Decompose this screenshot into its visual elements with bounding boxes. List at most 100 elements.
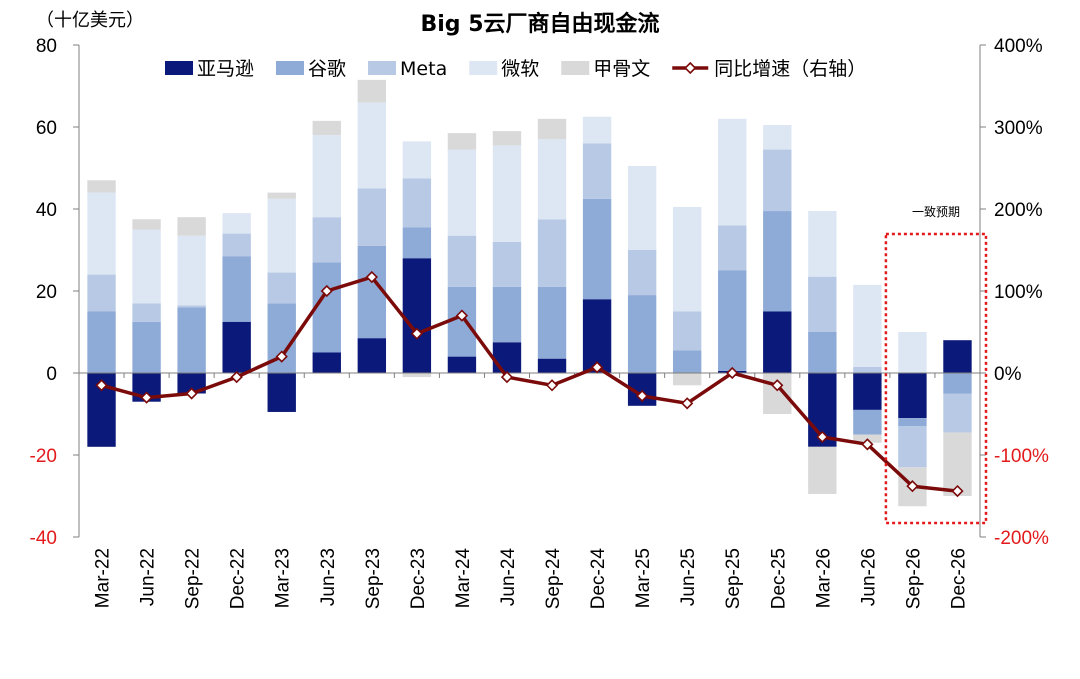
x-axis-category-label: Dec-26 xyxy=(948,548,969,609)
bar-segment-s2-Mar-25 xyxy=(627,250,657,296)
bar-segment-s4-Sep-24 xyxy=(537,118,567,140)
x-axis-category-label: Sep-26 xyxy=(903,548,924,609)
bar-segment-s3-Jun-24 xyxy=(492,145,522,242)
legend-label: 甲骨文 xyxy=(593,58,650,80)
bar-segment-s0-Sep-23 xyxy=(357,338,387,373)
left-axis-tick-label: 0 xyxy=(46,364,57,385)
legend-swatch-s4 xyxy=(561,61,590,75)
bar-segment-s1-Jun-22 xyxy=(132,321,161,373)
yoy-growth-marker xyxy=(816,430,829,444)
bar-segment-s1-Dec-23 xyxy=(402,227,432,259)
yoy-growth-marker xyxy=(861,438,874,451)
legend-label: 同比增速（右轴） xyxy=(714,58,866,80)
yoy-growth-marker xyxy=(906,480,919,493)
x-axis-category-label: Sep-22 xyxy=(183,548,204,609)
bar-segment-s3-Jun-26 xyxy=(853,284,882,367)
bar-segment-s2-Dec-26 xyxy=(943,393,972,433)
bar-segment-s1-Jun-24 xyxy=(492,286,522,343)
legend-line-marker xyxy=(684,61,697,75)
left-axis-tick-label: -20 xyxy=(30,446,57,467)
bar-segment-s3-Mar-23 xyxy=(267,198,296,273)
bar-segment-s2-Jun-25 xyxy=(672,311,702,351)
bar-segment-s0-Dec-22 xyxy=(222,321,251,373)
yoy-growth-marker xyxy=(230,370,243,384)
right-axis-tick-label: -200% xyxy=(994,528,1049,549)
bar-segment-s3-Sep-22 xyxy=(177,235,206,306)
x-axis-category-label: Jun-22 xyxy=(138,548,159,606)
bar-segment-s4-Mar-23 xyxy=(267,192,296,199)
bar-segment-s3-Dec-25 xyxy=(763,124,792,150)
right-axis-tick-label: -100% xyxy=(994,446,1049,467)
bar-segment-s0-Jun-24 xyxy=(492,342,522,373)
bar-segment-s0-Sep-22 xyxy=(177,373,206,394)
bar-segment-s2-Mar-22 xyxy=(87,274,116,312)
bar-segment-s0-Sep-24 xyxy=(537,358,567,373)
legend-swatch-s2 xyxy=(368,61,397,75)
bar-segment-s1-Sep-22 xyxy=(177,307,206,373)
bar-segment-s1-Mar-22 xyxy=(87,311,116,373)
bar-segment-s0-Sep-26 xyxy=(898,373,927,419)
left-axis-tick-label: -40 xyxy=(30,528,57,549)
x-axis-category-label: Dec-22 xyxy=(228,548,249,609)
bar-segment-s2-Jun-24 xyxy=(492,241,522,287)
bar-segment-s3-Mar-24 xyxy=(447,149,477,236)
yoy-growth-marker xyxy=(590,361,604,374)
yoy-growth-marker xyxy=(185,387,198,400)
bar-segment-s4-Jun-23 xyxy=(312,120,341,136)
bar-segment-s0-Mar-23 xyxy=(267,373,296,412)
bar-segment-s3-Sep-24 xyxy=(537,139,567,220)
x-axis-category-label: Dec-23 xyxy=(408,548,429,609)
bar-segment-s4-Mar-24 xyxy=(447,133,477,150)
bar-segment-s1-Sep-25 xyxy=(718,270,747,371)
x-axis-category-label: Sep-23 xyxy=(363,548,384,609)
left-axis-tick-label: 40 xyxy=(36,200,57,221)
x-axis-category-label: Dec-25 xyxy=(768,548,789,609)
bar-segment-s4-Mar-22 xyxy=(87,180,116,193)
bar-segment-s4-Jun-22 xyxy=(132,219,161,230)
bar-segment-s3-Mar-22 xyxy=(87,192,116,275)
bar-segment-s3-Jun-23 xyxy=(312,135,341,218)
yoy-growth-marker xyxy=(500,370,514,384)
bar-segment-s2-Sep-25 xyxy=(718,225,747,271)
bar-segment-s1-Mar-25 xyxy=(627,295,657,373)
right-axis-tick-label: 200% xyxy=(994,200,1043,221)
bar-segment-s0-Dec-23 xyxy=(402,258,432,373)
bar-segment-s3-Mar-26 xyxy=(808,211,837,277)
bar-segment-s4-Sep-23 xyxy=(357,79,387,103)
yoy-growth-marker xyxy=(771,379,784,392)
right-axis-tick-label: 0% xyxy=(994,364,1022,385)
yoy-growth-marker xyxy=(951,484,964,498)
chart-title: Big 5云厂商自由现金流 xyxy=(420,12,660,37)
bar-segment-s3-Sep-25 xyxy=(718,118,747,226)
legend-label: 微软 xyxy=(501,58,539,80)
bar-segment-s2-Mar-26 xyxy=(808,276,837,332)
bar-segment-s2-Jun-26 xyxy=(853,366,882,373)
legend-swatch-s0 xyxy=(165,61,193,75)
x-axis-category-label: Mar-24 xyxy=(453,548,474,609)
bar-segment-s2-Mar-23 xyxy=(267,272,296,304)
bar-segment-s1-Jun-26 xyxy=(853,409,882,435)
bar-segment-s1-Mar-24 xyxy=(447,286,477,357)
x-axis-category-label: Mar-22 xyxy=(93,548,114,608)
yoy-growth-marker xyxy=(140,391,153,404)
x-axis-category-label: Jun-25 xyxy=(678,548,699,606)
yoy-growth-marker xyxy=(410,327,424,340)
bar-segment-s2-Dec-22 xyxy=(222,233,251,257)
yoy-growth-marker xyxy=(95,379,108,392)
bar-segment-s1-Sep-26 xyxy=(898,418,927,427)
bar-segment-s2-Dec-23 xyxy=(402,178,432,228)
right-axis-tick-label: 100% xyxy=(994,282,1043,303)
right-axis-tick-label: 400% xyxy=(994,36,1043,57)
bar-segment-s4-Dec-23 xyxy=(402,373,432,378)
bar-segment-s4-Mar-26 xyxy=(808,446,837,494)
bar-segment-s3-Dec-24 xyxy=(582,116,612,144)
bar-segment-s1-Dec-24 xyxy=(582,198,612,300)
x-axis-category-label: Jun-26 xyxy=(858,548,879,606)
bar-segment-s1-Sep-23 xyxy=(357,245,387,339)
bar-segment-s4-Jun-24 xyxy=(492,131,522,146)
bar-segment-s2-Jun-22 xyxy=(132,303,161,322)
bar-segment-s0-Dec-25 xyxy=(763,311,792,373)
bar-segment-s0-Jun-23 xyxy=(312,352,341,373)
x-axis-category-label: Mar-23 xyxy=(273,548,294,608)
